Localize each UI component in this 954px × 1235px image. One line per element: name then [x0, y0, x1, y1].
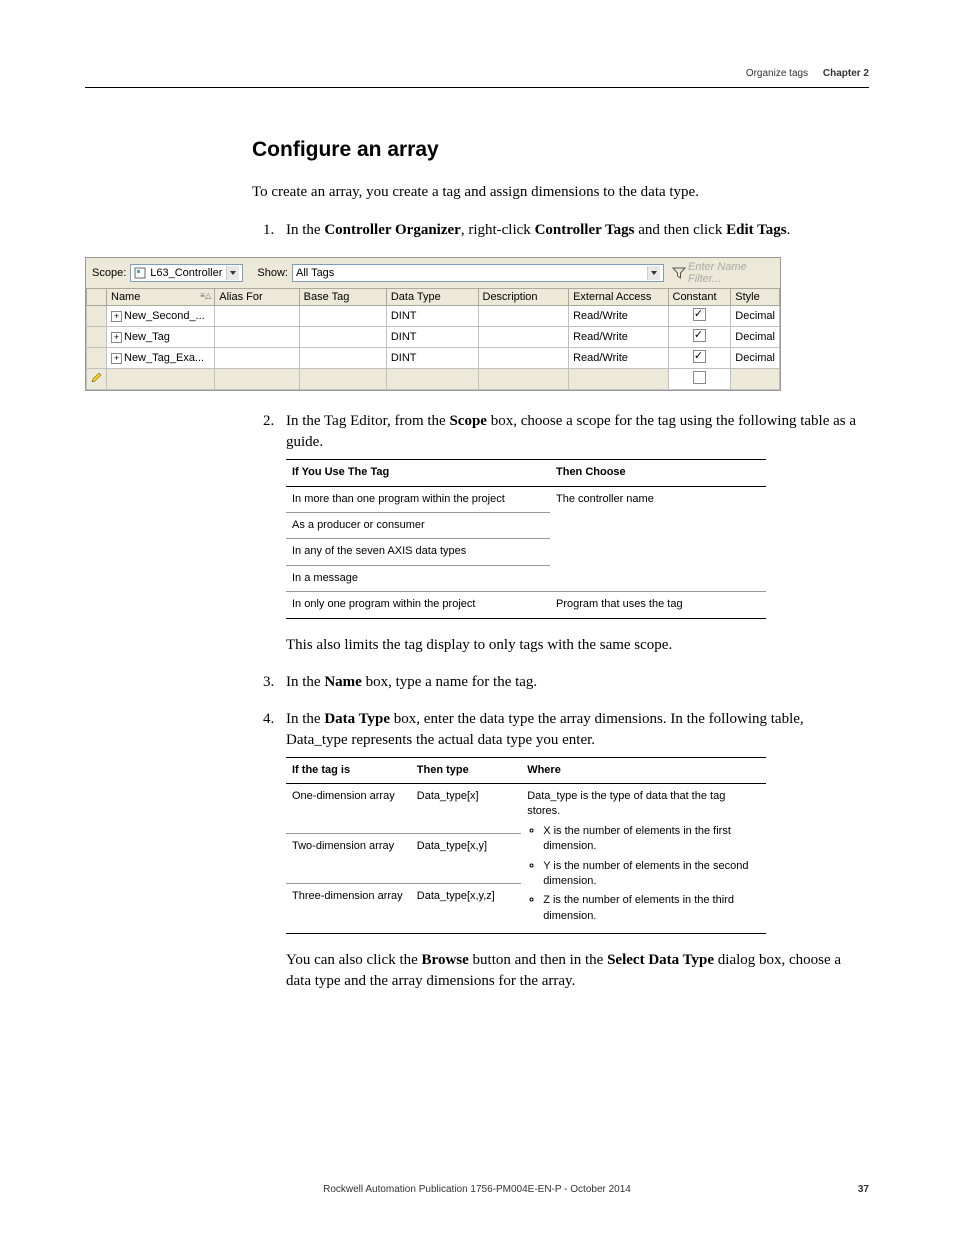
step-4: In the Data Type box, enter the data typ…	[278, 709, 869, 993]
cell-name[interactable]: +New_Tag_Exa...	[107, 348, 215, 369]
col-basetag[interactable]: Base Tag	[299, 289, 386, 306]
col-style[interactable]: Style	[731, 289, 780, 306]
tag-editor-grid: Name≡ △ Alias For Base Tag Data Type Des…	[86, 288, 780, 390]
cell-extaccess[interactable]: Read/Write	[569, 306, 668, 327]
cell-style[interactable]: Decimal	[731, 327, 780, 348]
cell-aliasfor[interactable]	[215, 327, 299, 348]
checkbox-icon[interactable]	[693, 371, 706, 384]
show-dropdown[interactable]: All Tags	[292, 264, 664, 282]
scope-guide-table: If You Use The Tag Then Choose In more t…	[286, 459, 766, 618]
scope-note: This also limits the tag display to only…	[286, 637, 672, 653]
row-handle-header	[87, 289, 107, 306]
row-handle[interactable]	[87, 369, 107, 390]
steps-list-cont: In the Tag Editor, from the Scope box, c…	[252, 411, 869, 992]
table-row[interactable]: +New_Tag_Exa... DINT Read/Write Decimal	[87, 348, 780, 369]
cell-description[interactable]	[478, 348, 569, 369]
page-number: 37	[858, 1184, 869, 1195]
row-handle[interactable]	[87, 306, 107, 327]
cell-style[interactable]: Decimal	[731, 306, 780, 327]
cell-datatype[interactable]: DINT	[386, 306, 478, 327]
step-2: In the Tag Editor, from the Scope box, c…	[278, 411, 869, 655]
checkbox-icon[interactable]	[693, 329, 706, 342]
filter-icon	[672, 266, 686, 280]
cell-datatype[interactable]: DINT	[386, 348, 478, 369]
scope-label: Scope:	[92, 267, 126, 279]
cell-aliasfor[interactable]	[215, 348, 299, 369]
col-aliasfor[interactable]: Alias For	[215, 289, 299, 306]
cell-datatype[interactable]: DINT	[386, 327, 478, 348]
chevron-down-icon	[647, 266, 660, 280]
table-row[interactable]: +New_Second_... DINT Read/Write Decimal	[87, 306, 780, 327]
expand-icon[interactable]: +	[111, 353, 122, 364]
table-row[interactable]: +New_Tag DINT Read/Write Decimal	[87, 327, 780, 348]
col-datatype[interactable]: Data Type	[386, 289, 478, 306]
browse-note: You can also click the Browse button and…	[286, 952, 841, 989]
expand-icon[interactable]: +	[111, 332, 122, 343]
cell-constant[interactable]	[668, 327, 731, 348]
tag-editor-screenshot: Scope: L63_Controller Show: All Tags Ent…	[85, 257, 781, 391]
where-cell: Data_type is the type of data that the t…	[521, 783, 766, 933]
scope-dropdown[interactable]: L63_Controller	[130, 264, 243, 282]
cell-style[interactable]: Decimal	[731, 348, 780, 369]
table-row-new[interactable]	[87, 369, 780, 390]
cell-extaccess[interactable]: Read/Write	[569, 327, 668, 348]
header-chapter: Chapter 2	[823, 68, 869, 79]
cell-basetag[interactable]	[299, 348, 386, 369]
cell-name[interactable]: +New_Tag	[107, 327, 215, 348]
col-extaccess[interactable]: External Access	[569, 289, 668, 306]
steps-list: In the Controller Organizer, right-click…	[252, 220, 869, 241]
name-filter[interactable]: Enter Name Filter...	[668, 261, 774, 285]
col-constant[interactable]: Constant	[668, 289, 731, 306]
cell-constant[interactable]	[668, 306, 731, 327]
row-handle[interactable]	[87, 348, 107, 369]
cell-constant[interactable]	[668, 348, 731, 369]
checkbox-icon[interactable]	[693, 350, 706, 363]
cell-description[interactable]	[478, 327, 569, 348]
scope-table-h1: If You Use The Tag	[286, 460, 550, 486]
col-description[interactable]: Description	[478, 289, 569, 306]
row-handle[interactable]	[87, 327, 107, 348]
show-label: Show:	[257, 267, 288, 279]
intro-paragraph: To create an array, you create a tag and…	[252, 182, 869, 202]
footer-text: Rockwell Automation Publication 1756-PM0…	[323, 1184, 631, 1195]
checkbox-icon[interactable]	[693, 308, 706, 321]
pencil-icon	[91, 372, 102, 383]
tag-editor-toolbar: Scope: L63_Controller Show: All Tags Ent…	[86, 258, 780, 288]
cell-extaccess[interactable]: Read/Write	[569, 348, 668, 369]
chevron-down-icon	[226, 266, 239, 280]
page-header: Organize tags Chapter 2	[85, 68, 869, 88]
controller-icon	[134, 267, 146, 279]
section-title: Configure an array	[252, 138, 869, 162]
cell-basetag[interactable]	[299, 327, 386, 348]
datatype-guide-table: If the tag is Then type Where One-dimens…	[286, 757, 766, 935]
page-footer: Rockwell Automation Publication 1756-PM0…	[85, 1184, 869, 1195]
cell-aliasfor[interactable]	[215, 306, 299, 327]
expand-icon[interactable]: +	[111, 311, 122, 322]
scope-table-h2: Then Choose	[550, 460, 766, 486]
step-1: In the Controller Organizer, right-click…	[278, 220, 869, 241]
header-section: Organize tags	[746, 68, 808, 79]
col-name[interactable]: Name≡ △	[107, 289, 215, 306]
cell-basetag[interactable]	[299, 306, 386, 327]
cell-description[interactable]	[478, 306, 569, 327]
step-3: In the Name box, type a name for the tag…	[278, 672, 869, 693]
cell-name[interactable]: +New_Second_...	[107, 306, 215, 327]
